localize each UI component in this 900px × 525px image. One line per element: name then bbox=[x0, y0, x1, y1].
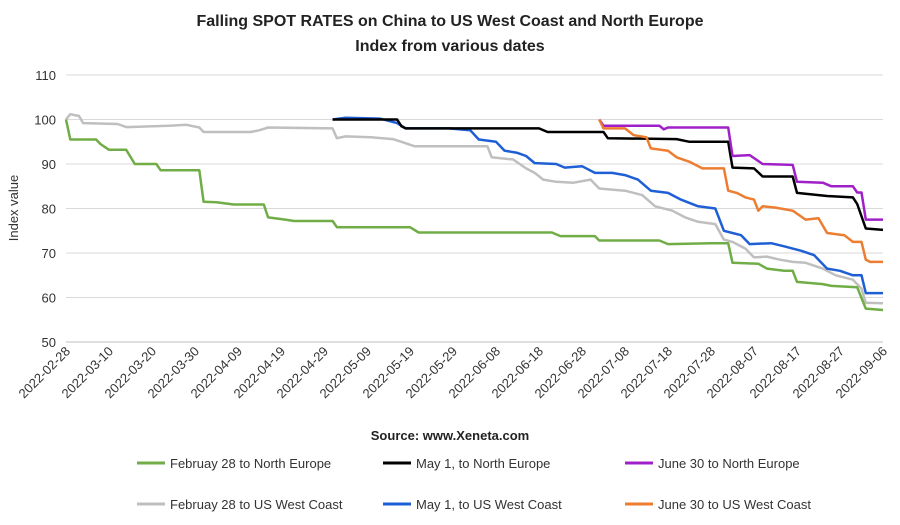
legend-label: May 1, to US West Coast bbox=[416, 497, 562, 512]
chart-title: Falling SPOT RATES on China to US West C… bbox=[197, 13, 704, 30]
series-line-0 bbox=[65, 112, 884, 305]
source-note: Source: www.Xeneta.com bbox=[371, 428, 529, 443]
legend-label: June 30 to US West Coast bbox=[658, 497, 811, 512]
y-tick-label: 90 bbox=[42, 157, 56, 172]
y-tick-label: 110 bbox=[35, 68, 56, 83]
y-tick-label: 70 bbox=[42, 246, 56, 261]
y-tick-label: 60 bbox=[42, 291, 56, 306]
series-lines bbox=[64, 112, 884, 312]
y-tick-label: 80 bbox=[42, 202, 56, 217]
legend-label: May 1, to North Europe bbox=[416, 456, 550, 471]
legend: Februay 28 to North Europe May 1, to Nort… bbox=[137, 456, 811, 512]
legend-label: Februay 28 to North Europe bbox=[170, 456, 331, 471]
x-axis: 2022-02-282022-03-102022-03-202022-03-30… bbox=[15, 344, 890, 402]
series-line-1 bbox=[332, 116, 883, 295]
grid-lines bbox=[66, 74, 883, 298]
chart-subtitle: Index from various dates bbox=[355, 38, 544, 55]
series-line-2 bbox=[64, 119, 884, 312]
series-line-3 bbox=[332, 118, 884, 232]
series-line-5 bbox=[598, 118, 883, 264]
y-tick-label: 50 bbox=[42, 335, 56, 350]
legend-label: June 30 to North Europe bbox=[658, 456, 800, 471]
y-tick-label: 100 bbox=[34, 113, 56, 128]
legend-label: Februay 28 to US West Coast bbox=[170, 497, 343, 512]
y-axis-title: Index value bbox=[6, 175, 21, 242]
y-axis: 50 60 70 80 90 100 110 bbox=[34, 68, 56, 350]
series-line-4 bbox=[598, 118, 883, 221]
